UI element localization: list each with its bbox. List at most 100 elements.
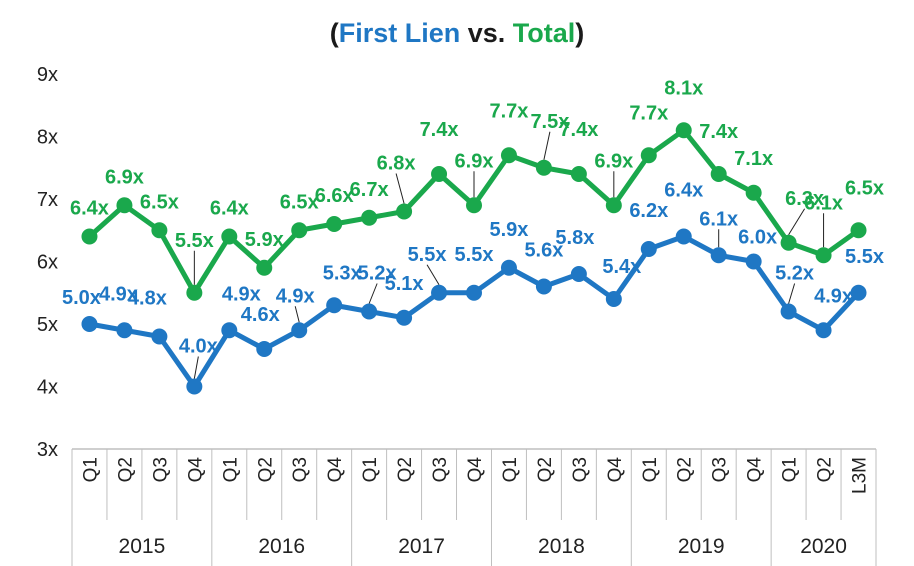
data-point — [81, 316, 98, 332]
data-label: 5.2x — [775, 263, 814, 285]
data-label: 8.1x — [664, 77, 703, 99]
data-point — [291, 322, 308, 339]
data-point — [710, 166, 727, 182]
data-label: 4.9x — [814, 285, 853, 307]
data-point — [361, 209, 378, 226]
data-label: 7.4x — [420, 119, 459, 141]
label-leader-line — [543, 131, 551, 160]
year-label: 2015 — [119, 535, 166, 558]
data-label: 4.0x — [179, 336, 218, 358]
x-tick-label: Q2 — [255, 457, 276, 482]
year-label: 2017 — [398, 535, 445, 558]
data-label: 6.1x — [804, 192, 843, 214]
data-label: 5.2x — [358, 263, 397, 285]
data-label: 5.9x — [489, 219, 528, 241]
data-label: 7.5x — [530, 111, 569, 133]
data-point — [500, 259, 517, 276]
year-label: 2020 — [800, 535, 847, 558]
label-leader-line — [368, 283, 378, 304]
data-label: 6.7x — [350, 179, 389, 201]
data-point — [466, 284, 482, 301]
data-label: 7.7x — [489, 100, 528, 122]
data-point — [466, 197, 482, 214]
y-tick-label: 6x — [37, 252, 58, 274]
label-leader-line — [788, 208, 806, 236]
y-tick-label: 8x — [37, 127, 58, 149]
label-leader-line — [788, 283, 796, 304]
label-leader-line — [193, 356, 199, 379]
label-leader-line — [426, 264, 440, 286]
x-tick-label: Q2 — [115, 457, 136, 482]
data-point — [431, 284, 448, 301]
x-tick-label: Q4 — [465, 457, 486, 483]
data-point — [396, 203, 413, 220]
label-leader-line — [294, 306, 300, 323]
data-label: 6.8x — [377, 153, 416, 175]
data-label: 5.0x — [62, 287, 101, 309]
data-point — [780, 303, 797, 320]
data-label: 7.7x — [629, 102, 668, 124]
data-label: 6.1x — [699, 208, 738, 230]
title-part-2: vs. — [460, 18, 513, 48]
data-point — [570, 166, 587, 182]
x-tick-label: Q1 — [220, 457, 241, 482]
data-point — [256, 259, 273, 276]
y-tick-label: 5x — [37, 314, 58, 336]
year-label: 2016 — [258, 535, 305, 558]
x-tick-label: Q3 — [290, 457, 311, 482]
data-point — [745, 184, 762, 201]
data-point — [186, 378, 203, 395]
data-point — [710, 247, 727, 264]
x-tick-label: Q3 — [150, 457, 171, 482]
data-point — [780, 234, 797, 251]
data-label: 5.6x — [524, 240, 563, 262]
year-label: 2018 — [538, 535, 585, 558]
x-tick-label: Q2 — [395, 457, 416, 482]
data-label: 6.5x — [140, 191, 179, 213]
data-label: 7.4x — [559, 119, 598, 141]
data-label: 7.1x — [734, 148, 773, 170]
data-label: 5.4x — [602, 256, 641, 278]
x-tick-label: Q1 — [640, 457, 661, 482]
data-label: 5.9x — [245, 229, 284, 251]
data-label: 6.4x — [664, 180, 703, 202]
data-label: 6.4x — [70, 198, 109, 220]
x-tick-label: Q4 — [605, 457, 626, 483]
title-part-3: Total — [512, 18, 576, 48]
x-tick-label: L3M — [850, 457, 871, 494]
data-label: 7.4x — [699, 121, 738, 143]
data-label: 4.9x — [222, 283, 261, 305]
data-point — [361, 303, 378, 320]
data-point — [640, 147, 657, 164]
data-point — [81, 228, 98, 245]
y-tick-label: 7x — [37, 189, 58, 211]
data-label: 6.5x — [845, 177, 884, 199]
data-point — [675, 228, 692, 245]
data-point — [570, 266, 587, 282]
data-label: 5.3x — [323, 262, 362, 284]
data-point — [850, 222, 867, 239]
data-label: 5.5x — [455, 244, 494, 266]
label-leader-line — [395, 173, 405, 204]
data-point — [535, 278, 552, 295]
data-point — [640, 241, 657, 257]
data-label: 4.8x — [128, 288, 167, 310]
data-label: 6.0x — [738, 227, 777, 249]
title-part-0: ( — [329, 18, 339, 48]
data-label: 4.6x — [241, 304, 280, 326]
data-label: 6.2x — [629, 200, 668, 222]
data-point — [186, 284, 203, 301]
x-tick-label: Q3 — [710, 457, 731, 482]
data-label: 6.6x — [315, 185, 354, 207]
data-label: 5.5x — [408, 244, 447, 266]
x-tick-label: Q4 — [745, 457, 766, 483]
x-tick-label: Q4 — [325, 457, 346, 483]
data-point — [291, 222, 308, 239]
x-tick-label: Q1 — [80, 457, 101, 482]
title-part-4: ) — [575, 18, 585, 48]
data-label: 5.5x — [175, 230, 214, 252]
data-label: 5.8x — [555, 227, 594, 249]
data-point — [326, 216, 343, 232]
x-tick-label: Q2 — [815, 457, 836, 482]
